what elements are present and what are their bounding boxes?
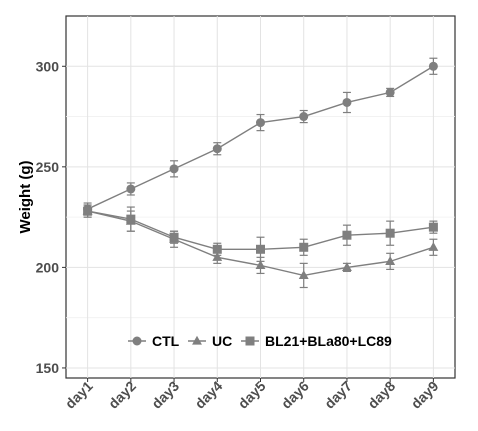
legend-item-BL21+BLa80+LC89: BL21+BLa80+LC89 (241, 333, 392, 349)
data-point-BL21+BLa80+LC89-day1 (83, 206, 93, 216)
data-point-CTL-day6 (299, 112, 309, 122)
legend-label-UC: UC (212, 333, 232, 349)
legend-label-BL21+BLa80+LC89: BL21+BLa80+LC89 (265, 333, 392, 349)
legend-marker-BL21+BLa80+LC89 (245, 336, 255, 346)
legend-label-CTL: CTL (152, 333, 180, 349)
y-axis-title: Weight (g) (17, 160, 34, 233)
legend-marker-CTL (132, 336, 142, 346)
x-tick-label-day2: day2 (105, 378, 139, 412)
series (82, 57, 439, 289)
data-point-BL21+BLa80+LC89-day3 (169, 232, 179, 242)
data-point-UC-day5 (255, 260, 266, 269)
data-point-CTL-day8 (385, 87, 395, 97)
data-point-CTL-day4 (212, 144, 222, 154)
data-point-BL21+BLa80+LC89-day8 (385, 228, 395, 238)
x-tick-label-day5: day5 (235, 378, 269, 412)
legend-item-UC: UC (188, 333, 232, 349)
data-point-CTL-day7 (342, 97, 352, 107)
data-point-BL21+BLa80+LC89-day5 (256, 244, 265, 254)
data-point-BL21+BLa80+LC89-day6 (299, 242, 309, 252)
legend-marker-UC (192, 335, 202, 345)
y-tick-label: 300 (36, 58, 60, 74)
data-point-BL21+BLa80+LC89-day4 (212, 244, 222, 254)
y-tick-label: 150 (36, 360, 60, 376)
x-tick-label-day7: day7 (321, 378, 355, 412)
data-point-UC-day7 (341, 262, 352, 271)
data-point-UC-day4 (212, 252, 223, 261)
data-point-BL21+BLa80+LC89-day9 (428, 222, 438, 232)
legend-item-CTL: CTL (128, 333, 180, 349)
data-point-CTL-day2 (126, 184, 136, 194)
series-CTL (83, 57, 438, 216)
y-tick-label: 250 (36, 159, 60, 175)
data-point-UC-day6 (298, 270, 309, 280)
x-tick-label-day6: day6 (278, 378, 312, 412)
y-tick-label: 200 (36, 259, 60, 275)
legend: CTL UC BL21+BLa80+LC89 (128, 333, 392, 349)
data-point-BL21+BLa80+LC89-day2 (126, 214, 136, 224)
data-point-BL21+BLa80+LC89-day7 (342, 230, 352, 240)
data-point-CTL-day9 (428, 61, 438, 71)
data-point-CTL-day3 (169, 164, 179, 174)
x-tick-label-day4: day4 (192, 378, 226, 412)
x-tick-label-day3: day3 (148, 378, 182, 412)
data-point-UC-day9 (428, 241, 439, 251)
grid-lines (66, 16, 455, 378)
data-point-UC-day8 (385, 256, 396, 265)
data-point-CTL-day5 (256, 118, 265, 128)
x-tick-label-day9: day9 (408, 378, 442, 412)
x-tick-label-day8: day8 (364, 378, 398, 412)
series-BL21+BLa80+LC89 (83, 204, 438, 262)
x-tick-label-day1: day1 (62, 378, 96, 412)
